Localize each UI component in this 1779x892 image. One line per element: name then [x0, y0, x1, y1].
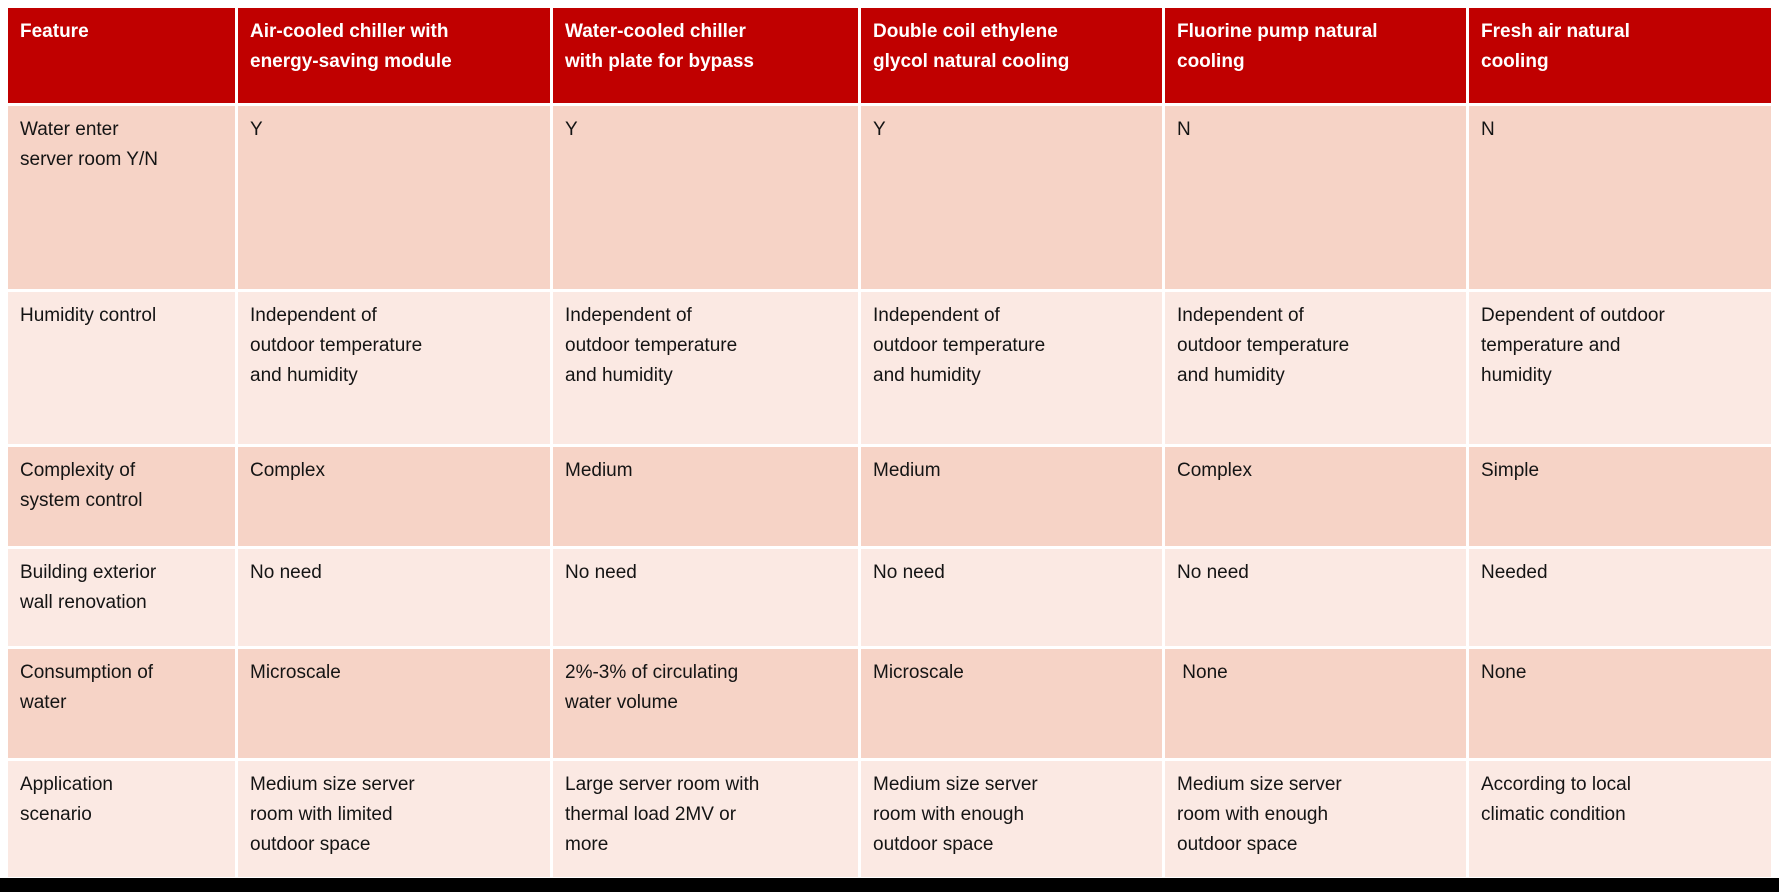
value-cell: None: [1165, 649, 1466, 758]
table-row-application-scenario: Application scenario Medium size server …: [8, 761, 1771, 877]
table-row-water-consumption: Consumption of water Microscale 2%-3% of…: [8, 649, 1771, 758]
value-cell: Medium: [861, 447, 1162, 546]
table-row-wall-renovation: Building exterior wall renovation No nee…: [8, 549, 1771, 646]
cooling-comparison-table: Feature Air-cooled chiller with energy-s…: [5, 5, 1774, 880]
value-cell: Y: [238, 106, 550, 289]
value-cell: No need: [238, 549, 550, 646]
value-cell: Needed: [1469, 549, 1771, 646]
column-header-air-cooled-chiller: Air-cooled chiller with energy-saving mo…: [238, 8, 550, 103]
row-label-water-consumption: Consumption of water: [8, 649, 235, 758]
value-cell: According to local climatic condition: [1469, 761, 1771, 877]
table-row-complexity: Complexity of system control Complex Med…: [8, 447, 1771, 546]
bottom-black-bar: [0, 878, 1779, 892]
header-row: Feature Air-cooled chiller with energy-s…: [8, 8, 1771, 103]
value-cell: No need: [861, 549, 1162, 646]
value-cell: No need: [553, 549, 858, 646]
column-header-water-cooled-chiller: Water-cooled chiller with plate for bypa…: [553, 8, 858, 103]
value-cell: Simple: [1469, 447, 1771, 546]
value-cell: Y: [553, 106, 858, 289]
row-label-application-scenario: Application scenario: [8, 761, 235, 877]
value-cell: N: [1469, 106, 1771, 289]
table-row-humidity-control: Humidity control Independent of outdoor …: [8, 292, 1771, 444]
value-cell: Microscale: [238, 649, 550, 758]
value-cell: Independent of outdoor temperature and h…: [1165, 292, 1466, 444]
value-cell: No need: [1165, 549, 1466, 646]
value-cell: Independent of outdoor temperature and h…: [238, 292, 550, 444]
value-cell: None: [1469, 649, 1771, 758]
value-cell: Medium size server room with enough outd…: [1165, 761, 1466, 877]
row-label-humidity-control: Humidity control: [8, 292, 235, 444]
column-header-feature: Feature: [8, 8, 235, 103]
value-cell: Independent of outdoor temperature and h…: [861, 292, 1162, 444]
value-cell: Microscale: [861, 649, 1162, 758]
value-cell: Y: [861, 106, 1162, 289]
value-cell: Medium: [553, 447, 858, 546]
column-header-fluorine-pump: Fluorine pump natural cooling: [1165, 8, 1466, 103]
value-cell: Large server room with thermal load 2MV …: [553, 761, 858, 877]
row-label-wall-renovation: Building exterior wall renovation: [8, 549, 235, 646]
value-cell: Independent of outdoor temperature and h…: [553, 292, 858, 444]
value-cell: Medium size server room with limited out…: [238, 761, 550, 877]
value-cell: Medium size server room with enough outd…: [861, 761, 1162, 877]
row-label-complexity: Complexity of system control: [8, 447, 235, 546]
value-cell: Dependent of outdoor temperature and hum…: [1469, 292, 1771, 444]
value-cell: 2%-3% of circulating water volume: [553, 649, 858, 758]
value-cell: Complex: [1165, 447, 1466, 546]
value-cell: Complex: [238, 447, 550, 546]
table-row-water-enter: Water enter server room Y/N Y Y Y N N: [8, 106, 1771, 289]
column-header-double-coil-glycol: Double coil ethylene glycol natural cool…: [861, 8, 1162, 103]
row-label-water-enter: Water enter server room Y/N: [8, 106, 235, 289]
column-header-fresh-air: Fresh air natural cooling: [1469, 8, 1771, 103]
value-cell: N: [1165, 106, 1466, 289]
